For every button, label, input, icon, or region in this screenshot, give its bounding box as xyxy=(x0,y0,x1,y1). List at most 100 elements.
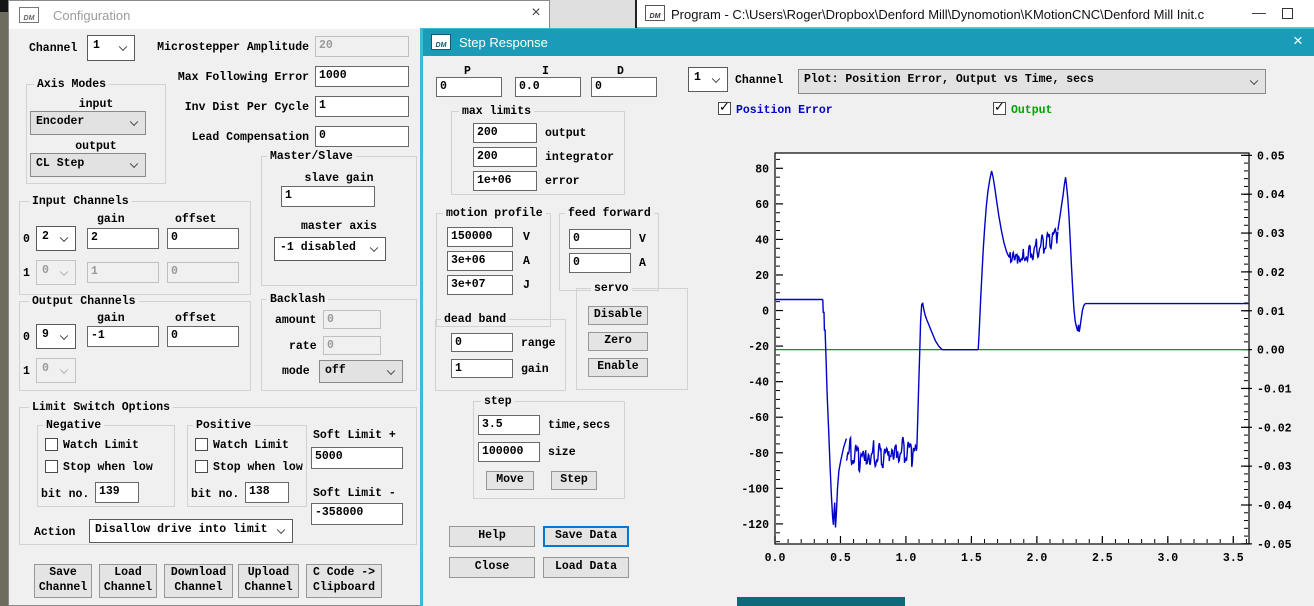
soft-limit-minus-field[interactable]: -358000 xyxy=(311,503,403,525)
backlash-amount-field: 0 xyxy=(323,310,381,329)
step-button[interactable]: Step xyxy=(551,471,597,490)
step-size-field[interactable]: 100000 xyxy=(478,442,540,462)
soft-limit-plus-field[interactable]: 5000 xyxy=(311,447,403,469)
close-icon[interactable]: × xyxy=(1285,31,1311,53)
program-window-title: Program - C:\Users\Roger\Dropbox\Denford… xyxy=(671,7,1204,22)
program-window-titlebar: DM Program - C:\Users\Roger\Dropbox\Denf… xyxy=(637,0,1314,28)
backlash-mode-select[interactable]: off xyxy=(319,360,403,383)
backlash-mode-label: mode xyxy=(282,365,310,378)
limit-action-select[interactable]: Disallow drive into limit xyxy=(89,519,293,543)
svg-text:-0.01: -0.01 xyxy=(1257,383,1292,396)
max-following-error-field[interactable]: 1000 xyxy=(315,66,409,87)
positive-watch-checkbox[interactable] xyxy=(195,438,208,451)
svg-text:0.01: 0.01 xyxy=(1257,306,1285,319)
plot-channel-select[interactable]: 1 xyxy=(688,67,728,92)
positive-bit-field[interactable]: 138 xyxy=(245,482,289,503)
move-button[interactable]: Move xyxy=(486,471,534,490)
upload-channel-button[interactable]: Upload Channel xyxy=(238,564,299,598)
lead-comp-field[interactable]: 0 xyxy=(315,126,409,147)
feed-forward-group xyxy=(559,213,659,291)
jerk-label: J xyxy=(523,279,530,292)
svg-text:0.00: 0.00 xyxy=(1257,345,1285,358)
positive-stop-checkbox[interactable] xyxy=(195,460,208,473)
dead-band-range-field[interactable]: 0 xyxy=(451,333,513,352)
servo-disable-button[interactable]: Disable xyxy=(588,306,648,325)
negative-watch-checkbox[interactable] xyxy=(45,438,58,451)
svg-text:40: 40 xyxy=(755,234,769,247)
output-row0-gain-field[interactable]: -1 xyxy=(87,326,159,347)
svg-text:-60: -60 xyxy=(748,412,769,425)
slave-gain-field[interactable]: 1 xyxy=(281,186,375,207)
position-error-checkbox[interactable] xyxy=(718,102,731,115)
position-error-legend-label: Position Error xyxy=(736,104,833,117)
max-integrator-label: integrator xyxy=(545,151,614,164)
help-button[interactable]: Help xyxy=(449,526,535,547)
input-row0-channel-select[interactable]: 2 xyxy=(36,226,76,251)
minimize-icon[interactable]: — xyxy=(1249,4,1269,20)
servo-zero-button[interactable]: Zero xyxy=(588,332,648,351)
step-title: step xyxy=(481,395,515,408)
input-row1-offset-field: 0 xyxy=(167,262,239,283)
svg-text:20: 20 xyxy=(755,270,769,283)
close-icon[interactable]: × xyxy=(523,4,549,26)
max-limits-title: max limits xyxy=(459,105,534,118)
servo-enable-button[interactable]: Enable xyxy=(588,358,648,377)
axis-input-select[interactable]: Encoder xyxy=(30,111,146,135)
max-integrator-field[interactable]: 200 xyxy=(473,147,537,167)
negative-stop-checkbox[interactable] xyxy=(45,460,58,473)
ff-velocity-label: V xyxy=(639,233,646,246)
input-row0-gain-field[interactable]: 2 xyxy=(87,228,159,249)
c-code-clipboard-button[interactable]: C Code -> Clipboard xyxy=(306,564,382,598)
dm-logo-icon: DM xyxy=(645,5,665,21)
axis-output-select[interactable]: CL Step xyxy=(30,153,146,177)
master-axis-label: master axis xyxy=(261,220,417,233)
output-checkbox[interactable] xyxy=(993,102,1006,115)
jerk-field[interactable]: 3e+07 xyxy=(447,275,513,295)
svg-text:1.0: 1.0 xyxy=(896,552,917,565)
svg-text:-120: -120 xyxy=(741,519,769,532)
ff-velocity-field[interactable]: 0 xyxy=(569,229,631,249)
d-field[interactable]: 0 xyxy=(591,77,657,97)
output-row0-channel-select[interactable]: 9 xyxy=(36,324,76,349)
maximize-icon[interactable] xyxy=(1282,8,1293,19)
svg-text:0.05: 0.05 xyxy=(1257,150,1285,163)
svg-text:0.5: 0.5 xyxy=(830,552,851,565)
svg-text:0.04: 0.04 xyxy=(1257,189,1285,202)
svg-text:-0.04: -0.04 xyxy=(1257,500,1292,513)
max-error-field[interactable]: 1e+06 xyxy=(473,171,537,191)
input-row1-index: 1 xyxy=(23,267,30,280)
plot-type-select[interactable]: Plot: Position Error, Output vs Time, se… xyxy=(798,69,1266,94)
accel-field[interactable]: 3e+06 xyxy=(447,251,513,271)
load-data-button[interactable]: Load Data xyxy=(543,557,629,578)
positive-stop-label: Stop when low xyxy=(213,461,303,474)
svg-text:-80: -80 xyxy=(748,448,769,461)
save-channel-button[interactable]: Save Channel xyxy=(34,564,92,598)
dead-band-gain-field[interactable]: 1 xyxy=(451,359,513,378)
input-row0-offset-field[interactable]: 0 xyxy=(167,228,239,249)
screen: DM Program - C:\Users\Roger\Dropbox\Denf… xyxy=(0,0,1314,606)
input-row1-channel-select: 0 xyxy=(36,260,76,285)
svg-text:-0.05: -0.05 xyxy=(1257,539,1292,552)
svg-text:-100: -100 xyxy=(741,483,769,496)
inv-dist-field[interactable]: 1 xyxy=(315,96,409,117)
output-row0-offset-field[interactable]: 0 xyxy=(167,326,239,347)
svg-text:80: 80 xyxy=(755,163,769,176)
master-slave-title: Master/Slave xyxy=(267,150,356,163)
max-output-field[interactable]: 200 xyxy=(473,123,537,143)
velocity-field[interactable]: 150000 xyxy=(447,227,513,247)
input-row1-gain-field: 1 xyxy=(87,262,159,283)
ff-accel-field[interactable]: 0 xyxy=(569,253,631,273)
positive-bit-label: bit no. xyxy=(191,488,239,501)
backlash-rate-field: 0 xyxy=(323,336,381,355)
master-axis-select[interactable]: -1 disabled xyxy=(274,237,386,261)
negative-bit-field[interactable]: 139 xyxy=(95,482,139,503)
download-channel-button[interactable]: Download Channel xyxy=(164,564,233,598)
i-field[interactable]: 0.0 xyxy=(515,77,581,97)
svg-text:2.5: 2.5 xyxy=(1092,552,1113,565)
svg-text:0: 0 xyxy=(762,306,769,319)
save-data-button[interactable]: Save Data xyxy=(543,526,629,547)
close-button[interactable]: Close xyxy=(449,557,535,578)
step-time-field[interactable]: 3.5 xyxy=(478,415,540,435)
p-field[interactable]: 0 xyxy=(436,77,502,97)
load-channel-button[interactable]: Load Channel xyxy=(99,564,157,598)
